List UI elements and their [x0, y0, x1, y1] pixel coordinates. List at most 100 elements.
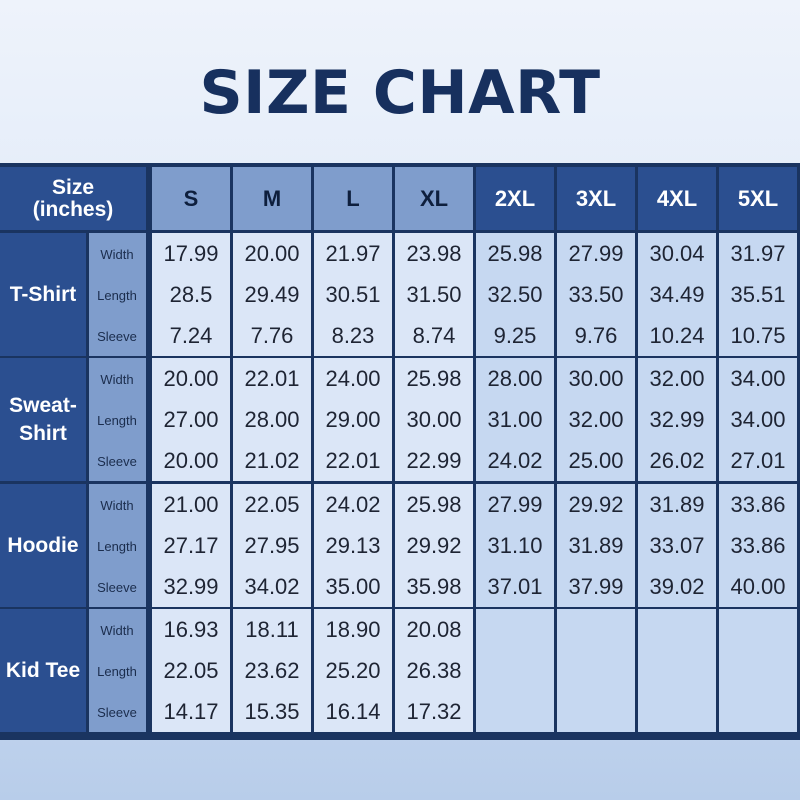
product-label: Sweat- Shirt — [0, 358, 86, 481]
size-header-3xl: 3XL — [557, 167, 635, 230]
measurement-value: 9.76 — [574, 323, 618, 348]
measurement-value: 34.00 — [730, 407, 786, 432]
size-column-cell — [719, 358, 797, 481]
measurement-value: 26.02 — [649, 448, 705, 473]
measurement-value: 25.98 — [487, 241, 543, 266]
size-header-xl: XL — [395, 167, 473, 230]
size-column-cell — [557, 358, 635, 481]
measurement-label: Sleeve — [97, 328, 137, 344]
measurement-column — [89, 233, 146, 356]
measurement-value: 40.00 — [730, 574, 786, 599]
size-column-cell — [314, 484, 392, 607]
measurement-value: 31.50 — [406, 282, 462, 307]
measurement-column — [89, 609, 146, 732]
measurement-label: Width — [100, 622, 134, 638]
size-units-label: Size — [51, 175, 95, 199]
measurement-value: 25.98 — [406, 492, 462, 517]
measurement-value: 20.00 — [163, 366, 219, 391]
measurement-label: Length — [97, 412, 137, 428]
measurement-value: 10.24 — [649, 323, 705, 348]
measurement-value: 35.51 — [730, 282, 786, 307]
measurement-value: 31.00 — [487, 407, 543, 432]
measurement-value: 29.00 — [325, 407, 381, 432]
size-column-cell — [638, 358, 716, 481]
measurement-label: Sleeve — [97, 579, 137, 595]
size-column-cell — [719, 233, 797, 356]
measurement-value: 22.05 — [163, 658, 219, 683]
size-column-cell — [638, 484, 716, 607]
size-column-cell — [557, 484, 635, 607]
size-column-cell — [395, 233, 473, 356]
measurement-value: 18.11 — [245, 617, 299, 642]
size-header-2xl: 2XL — [476, 167, 554, 230]
measurement-value: 22.05 — [244, 492, 300, 517]
size-column-cell — [395, 484, 473, 607]
size-header-m: M — [233, 167, 311, 230]
measurement-value: 14.17 — [163, 699, 219, 724]
size-column-cell — [233, 358, 311, 481]
size-chart-table: Size (inches) S M L XL 2XL 3XL 4XL 5XL T-Shirt Widt… — [0, 163, 800, 740]
size-column-cell — [233, 609, 311, 732]
measurement-value: 30.00 — [568, 366, 624, 391]
measurement-label: Length — [97, 538, 137, 554]
measurement-value: 31.89 — [649, 492, 705, 517]
measurement-label: Width — [100, 371, 134, 387]
size-column-cell — [152, 358, 230, 481]
measurement-value: 28.00 — [244, 407, 300, 432]
measurement-value: 30.04 — [649, 241, 705, 266]
size-column-cell — [152, 233, 230, 356]
measurement-value: 8.23 — [331, 323, 375, 348]
size-column-cell — [233, 233, 311, 356]
measurement-value: 24.00 — [325, 366, 381, 391]
measurement-value: 7.76 — [250, 323, 294, 348]
measurement-value: 22.01 — [325, 448, 381, 473]
measurement-value: 29.13 — [325, 533, 381, 558]
measurement-value: 17.32 — [406, 699, 462, 724]
measurement-label: Length — [97, 287, 137, 303]
measurement-value: 27.17 — [163, 533, 219, 558]
size-column-cell — [476, 609, 554, 732]
size-column-cell — [719, 609, 797, 732]
measurement-value: 32.99 — [649, 407, 705, 432]
measurement-label: Sleeve — [97, 704, 137, 720]
measurement-value: 27.01 — [730, 448, 786, 473]
measurement-value: 31.89 — [568, 533, 624, 558]
measurement-value: 29.92 — [406, 533, 462, 558]
measurement-value: 16.14 — [325, 699, 381, 724]
measurement-value: 33.07 — [649, 533, 705, 558]
size-header-4xl: 4XL — [638, 167, 716, 230]
size-column-cell — [233, 484, 311, 607]
measurement-value: 22.01 — [244, 366, 300, 391]
measurement-label: Width — [100, 497, 134, 513]
measurement-value: 29.49 — [244, 282, 300, 307]
measurement-value: 24.02 — [487, 448, 543, 473]
measurement-value: 27.00 — [163, 407, 219, 432]
size-column-cell — [557, 609, 635, 732]
size-header-s: S — [152, 167, 230, 230]
size-column-cell — [395, 609, 473, 732]
measurement-value: 30.00 — [406, 407, 462, 432]
measurement-value: 31.10 — [487, 533, 543, 558]
measurement-value: 26.38 — [406, 658, 462, 683]
size-column-cell — [314, 609, 392, 732]
product-name-line: Sweat- — [9, 393, 77, 417]
product-name-line: Hoodie — [7, 533, 79, 557]
measurement-value: 39.02 — [649, 574, 705, 599]
measurement-value: 32.00 — [649, 366, 705, 391]
product-label: Hoodie — [0, 484, 86, 607]
measurement-value: 25.98 — [406, 366, 462, 391]
measurement-value: 27.99 — [568, 241, 624, 266]
size-header-5xl: 5XL — [719, 167, 797, 230]
measurement-value: 25.00 — [568, 448, 624, 473]
measurement-value: 28.5 — [169, 282, 213, 307]
measurement-value: 28.00 — [487, 366, 543, 391]
measurement-value: 16.93 — [163, 617, 219, 642]
measurement-value: 33.86 — [730, 492, 786, 517]
measurement-label: Sleeve — [97, 453, 137, 469]
measurement-value: 27.99 — [487, 492, 543, 517]
product-name-line: Kid Tee — [5, 658, 81, 682]
measurement-value: 32.99 — [163, 574, 219, 599]
size-column-cell — [152, 484, 230, 607]
measurement-column — [89, 484, 146, 607]
measurement-value: 23.98 — [406, 241, 462, 266]
